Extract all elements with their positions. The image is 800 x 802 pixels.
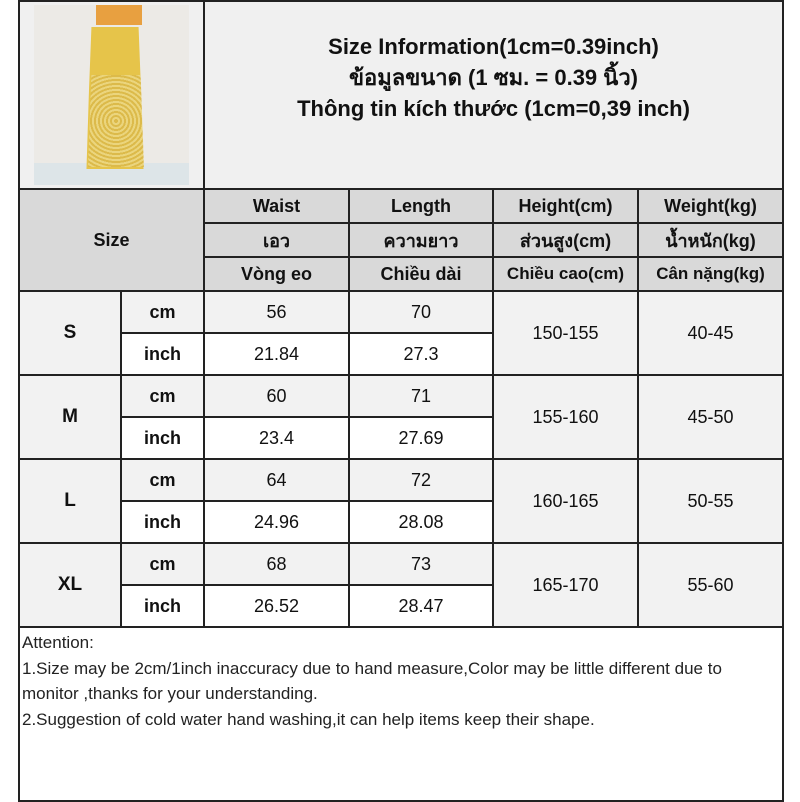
waist-cm: 68 (203, 542, 350, 586)
col-weight-en: Weight(kg) (637, 188, 784, 224)
table-row-xl-inch: inch 26.52 28.47 (19, 584, 783, 628)
length-inch: 28.08 (348, 500, 494, 544)
unit-inch: inch (120, 500, 205, 544)
note-item: 1.Size may be 2cm/1inch inaccuracy due t… (22, 658, 722, 704)
col-height-th: ส่วนสูง(cm) (492, 222, 639, 258)
waist-inch: 24.96 (203, 500, 350, 544)
product-photo-cell (18, 0, 205, 190)
size-label: L (18, 458, 122, 544)
title-en: Size Information(1cm=0.39inch) (328, 33, 659, 59)
size-label: XL (18, 542, 122, 628)
col-weight-th: น้ำหนัก(kg) (637, 222, 784, 258)
height-range: 160-165 (492, 458, 639, 544)
table-row-s-cm: S cm 56 70 150-155 40-45 (18, 290, 784, 376)
height-range: 155-160 (492, 374, 639, 460)
unit-cm: cm (120, 290, 205, 334)
height-range: 165-170 (492, 542, 639, 628)
col-waist-vi: Vòng eo (203, 256, 350, 292)
unit-inch: inch (120, 416, 205, 460)
waist-cm: 60 (203, 374, 350, 418)
size-chart-table: Size Information(1cm=0.39inch) ข้อมูลขนา… (18, 0, 784, 628)
title-vi: Thông tin kích thước (1cm=0,39 inch) (297, 95, 690, 121)
weight-range: 55-60 (637, 542, 784, 628)
title-th: ข้อมูลขนาด (1 ซม. = 0.39 นิ้ว) (348, 64, 638, 90)
length-cm: 71 (348, 374, 494, 418)
length-cm: 72 (348, 458, 494, 502)
length-inch: 28.47 (348, 584, 494, 628)
waist-inch: 21.84 (203, 332, 350, 376)
table-row-m-inch: inch 23.4 27.69 (19, 416, 783, 460)
attention-notes: Attention: 1.Size may be 2cm/1inch inacc… (18, 628, 784, 802)
length-inch: 27.69 (348, 416, 494, 460)
length-cm: 70 (348, 290, 494, 334)
title-cell: Size Information(1cm=0.39inch) ข้อมูลขนา… (203, 0, 784, 190)
col-weight-vi: Cân nặng(kg) (637, 256, 784, 292)
unit-inch: inch (120, 584, 205, 628)
product-photo (34, 5, 189, 185)
col-waist-th: เอว (203, 222, 350, 258)
weight-range: 40-45 (637, 290, 784, 376)
length-inch: 27.3 (348, 332, 494, 376)
notes-heading: Attention: (22, 633, 94, 652)
table-row-xl-cm: XL cm 68 73 165-170 55-60 (18, 542, 784, 628)
note-item: 2.Suggestion of cold water hand washing,… (22, 709, 595, 729)
col-height-en: Height(cm) (492, 188, 639, 224)
col-length-en: Length (348, 188, 494, 224)
waist-cm: 64 (203, 458, 350, 502)
size-label: M (18, 374, 122, 460)
size-header: Size (18, 188, 205, 292)
table-row-l-inch: inch 24.96 28.08 (19, 500, 783, 544)
table-row-s-inch: inch 21.84 27.3 (19, 332, 783, 376)
weight-range: 45-50 (637, 374, 784, 460)
size-label: S (18, 290, 122, 376)
waist-inch: 26.52 (203, 584, 350, 628)
unit-cm: cm (120, 542, 205, 586)
length-cm: 73 (348, 542, 494, 586)
col-length-vi: Chiều dài (348, 256, 494, 292)
weight-range: 50-55 (637, 458, 784, 544)
table-row-l-cm: L cm 64 72 160-165 50-55 (18, 458, 784, 544)
waist-inch: 23.4 (203, 416, 350, 460)
col-length-th: ความยาว (348, 222, 494, 258)
col-waist-en: Waist (203, 188, 350, 224)
col-height-vi: Chiều cao(cm) (492, 256, 639, 292)
unit-cm: cm (120, 374, 205, 418)
height-range: 150-155 (492, 290, 639, 376)
unit-inch: inch (120, 332, 205, 376)
unit-cm: cm (120, 458, 205, 502)
waist-cm: 56 (203, 290, 350, 334)
table-row-m-cm: M cm 60 71 155-160 45-50 (18, 374, 784, 460)
